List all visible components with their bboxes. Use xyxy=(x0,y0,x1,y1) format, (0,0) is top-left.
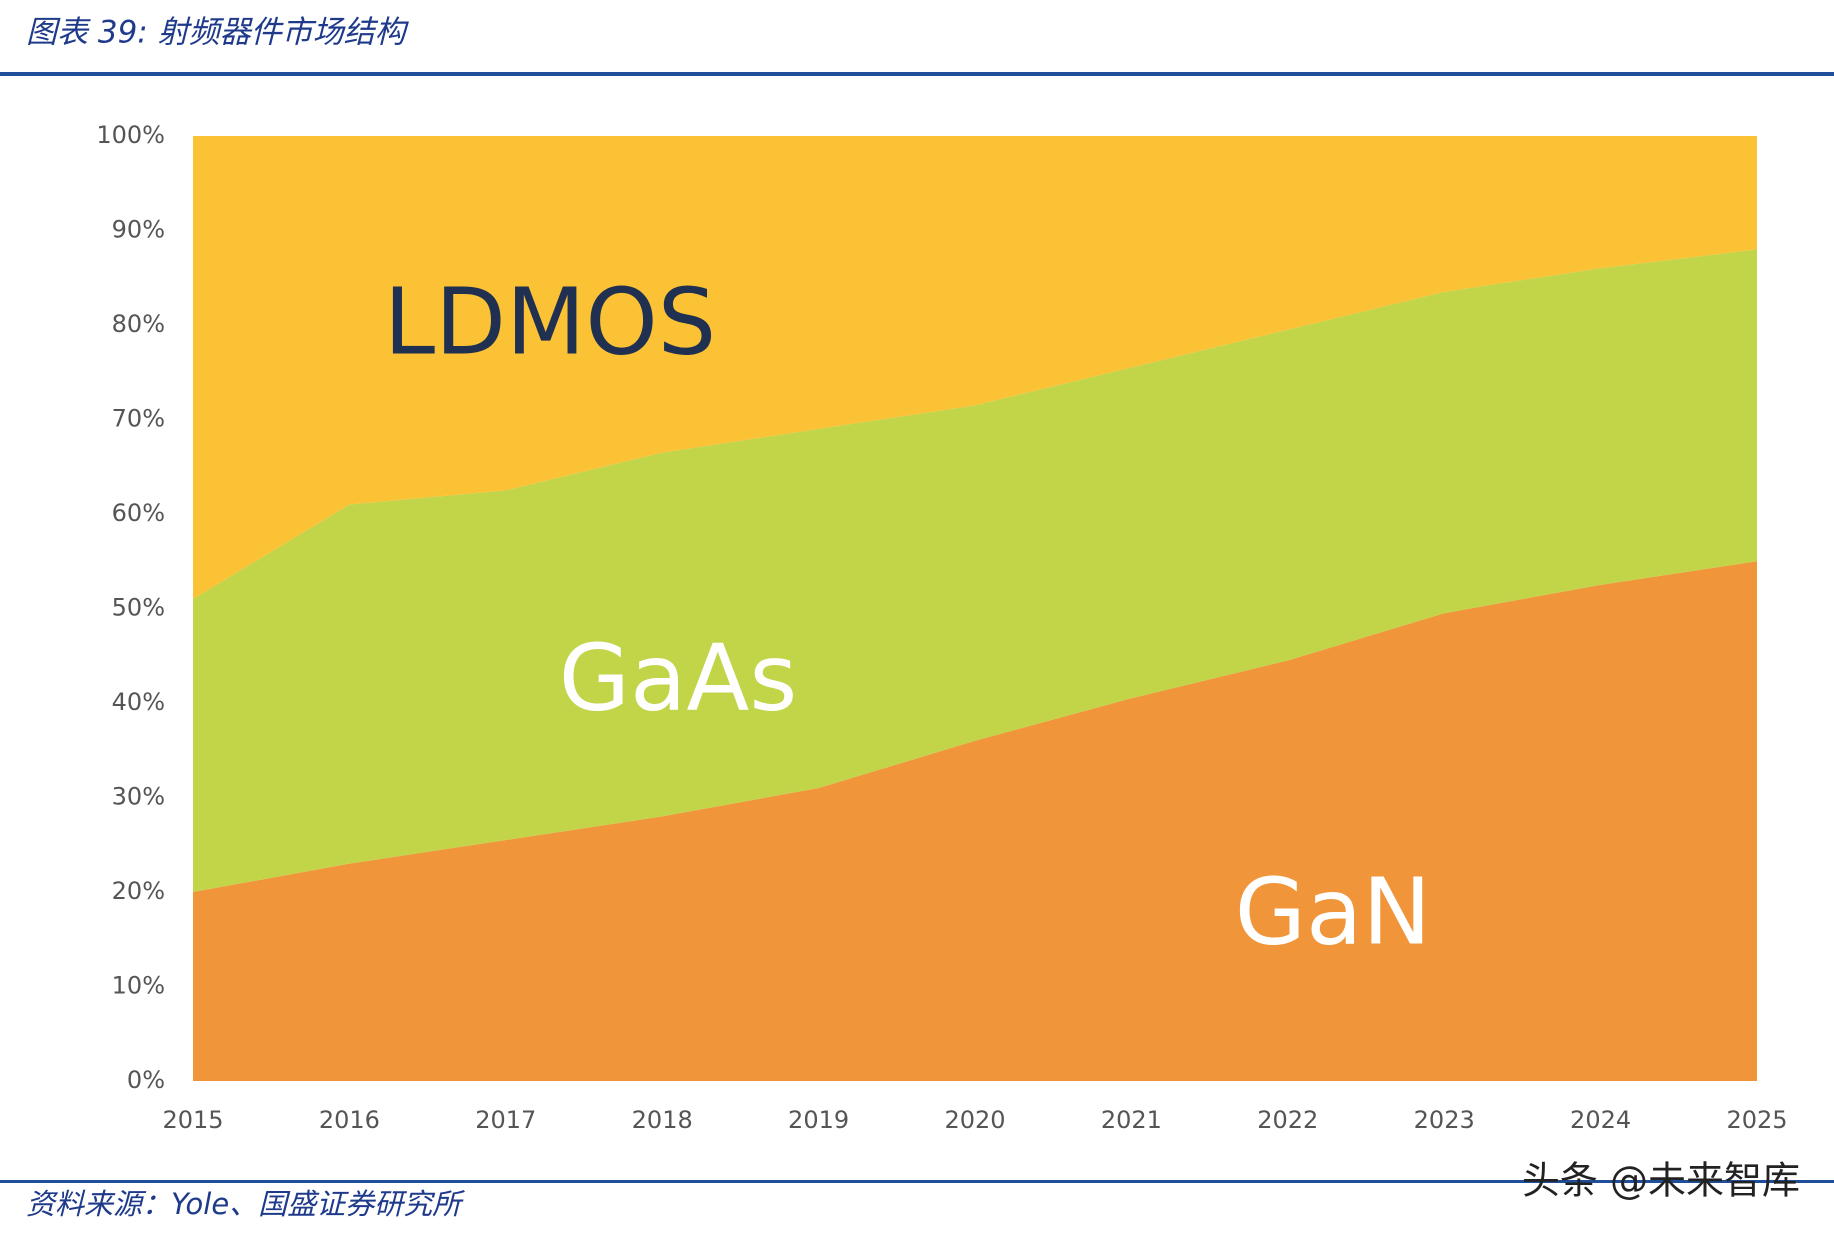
watermark: 头条 @未来智库 xyxy=(1522,1159,1800,1203)
area xyxy=(193,249,1757,892)
x-tick-label: 2019 xyxy=(788,1106,849,1134)
plot: GaN GaAs LDMOS 0% 10% 20% 30% 40% 50% 60% 70% 80% 90… xyxy=(96,121,1787,1134)
x-tick-label: 2024 xyxy=(1570,1106,1631,1134)
header-rule xyxy=(0,72,1834,76)
y-tick-label: 0% xyxy=(127,1066,165,1094)
y-tick-label: 100% xyxy=(96,121,165,149)
x-tick-label: 2022 xyxy=(1257,1106,1318,1134)
source: 资料来源：Yole、国盛证券研究所 xyxy=(26,1187,465,1221)
y-tick-label: 60% xyxy=(112,499,165,527)
series-label: GaN xyxy=(1235,858,1432,965)
x-tick-label: 2018 xyxy=(632,1106,693,1134)
y-tick-label: 90% xyxy=(112,216,165,244)
y-tick-label: 40% xyxy=(112,688,165,716)
x-tick-label: 2016 xyxy=(319,1106,380,1134)
y-tick-label: 80% xyxy=(112,310,165,338)
x-tick-label: 2015 xyxy=(162,1106,223,1134)
y-tick-label: 10% xyxy=(112,972,165,1000)
area xyxy=(193,136,1757,600)
x-tick-label: 2023 xyxy=(1414,1106,1475,1134)
footer-rule xyxy=(0,1180,1834,1183)
x-tick-label: 2021 xyxy=(1101,1106,1162,1134)
x-tick-label: 2020 xyxy=(944,1106,1005,1134)
x-tick-label: 2017 xyxy=(475,1106,536,1134)
series-label: GaAs xyxy=(559,624,798,731)
x-tick-label: 2025 xyxy=(1726,1106,1787,1134)
y-tick-label: 30% xyxy=(112,783,165,811)
series-label: LDMOS xyxy=(384,268,716,375)
title: 图表 39: 射频器件市场结构 xyxy=(26,15,410,51)
area xyxy=(193,561,1757,1081)
y-tick-label: 20% xyxy=(112,877,165,905)
y-tick-label: 50% xyxy=(112,594,165,622)
y-tick-label: 70% xyxy=(112,405,165,433)
